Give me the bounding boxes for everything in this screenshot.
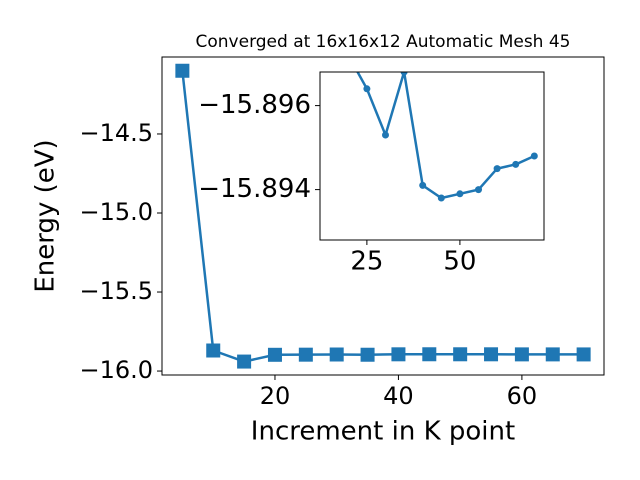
axes-frame: [319, 71, 545, 241]
x-tick-label: 20: [260, 382, 291, 410]
y-tick-label: −14.5: [79, 119, 153, 147]
marker: [419, 181, 427, 189]
y-tick-label: −15.894: [198, 174, 311, 204]
marker: [422, 347, 437, 362]
marker: [484, 347, 499, 362]
x-tick-label: 40: [383, 382, 414, 410]
plot-area: [320, 72, 544, 240]
marker: [267, 347, 282, 362]
axes-frame: [161, 56, 605, 376]
marker: [381, 131, 389, 139]
marker: [437, 194, 445, 202]
y-tick-label: −15.5: [79, 277, 153, 305]
marker: [400, 72, 408, 76]
marker: [206, 343, 221, 358]
x-tick-label: 25: [350, 247, 383, 277]
marker: [453, 347, 468, 362]
y-tick-label: −16.0: [79, 356, 153, 384]
marker: [530, 152, 538, 160]
marker: [456, 190, 464, 198]
chart-title: Converged at 16x16x12 Automatic Mesh 45: [196, 32, 571, 52]
marker: [576, 347, 591, 362]
plot-group: [356, 72, 538, 202]
y-tick-label: −15.896: [198, 90, 311, 120]
marker: [298, 347, 313, 362]
marker: [237, 354, 252, 369]
marker: [475, 186, 483, 194]
x-axis-label: Increment in K point: [251, 417, 515, 447]
y-tick-label: −15.0: [79, 198, 153, 226]
marker: [329, 347, 344, 362]
marker: [512, 160, 520, 168]
plot-group: [175, 63, 591, 369]
marker: [175, 63, 190, 78]
y-axis-label: Energy (eV): [31, 139, 61, 292]
x-tick-label: 60: [507, 382, 538, 410]
x-tick-label: 50: [443, 247, 476, 277]
marker: [391, 347, 406, 362]
marker: [545, 347, 560, 362]
marker: [514, 347, 529, 362]
marker: [363, 85, 371, 93]
marker: [493, 165, 501, 173]
marker: [360, 347, 375, 362]
